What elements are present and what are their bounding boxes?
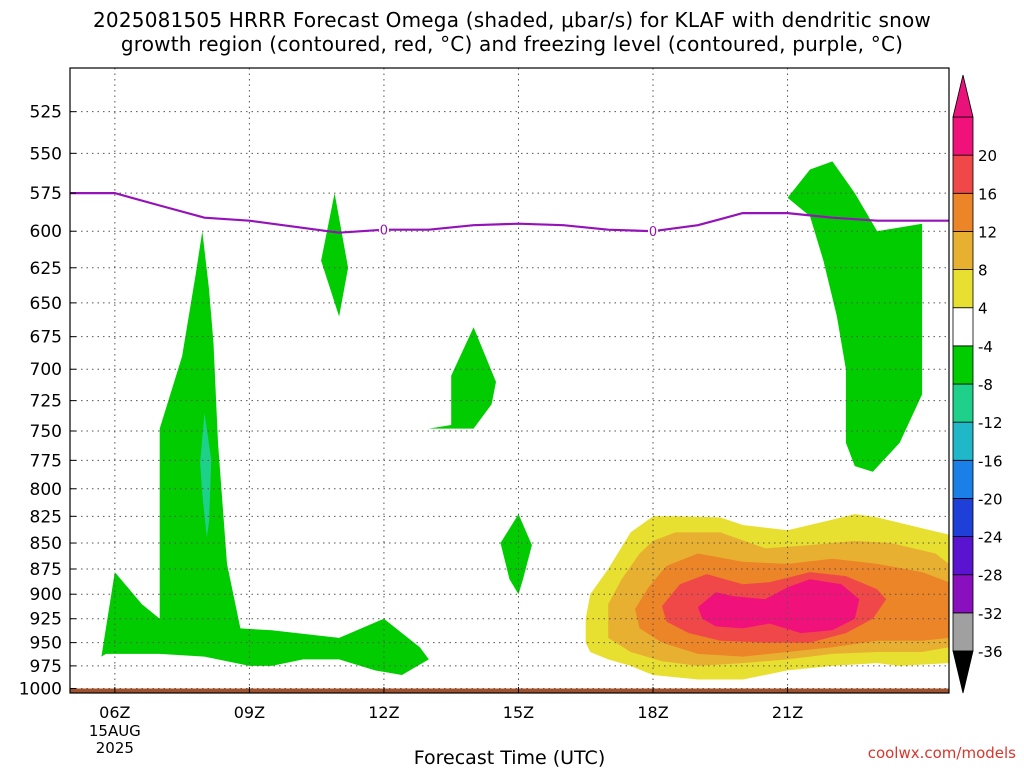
y-tick-label-525: 525 <box>30 103 62 123</box>
colorbar-swatch-6 <box>952 421 974 461</box>
y-tick-label-825: 825 <box>30 507 62 527</box>
colorbar-swatch-14 <box>952 116 974 156</box>
chart-title-line-1: 2025081505 HRRR Forecast Omega (shaded, … <box>93 8 931 32</box>
colorbar-swatch-11 <box>952 231 974 270</box>
colorbar-swatch-12 <box>952 192 974 232</box>
freezing-level-line <box>70 192 949 234</box>
y-tick-label-550: 550 <box>30 144 62 164</box>
y-tick-label-625: 625 <box>30 259 62 279</box>
colorbar-label-13: 16 <box>978 185 997 203</box>
y-tick-label-875: 875 <box>30 560 62 580</box>
colorbar-label-8: -8 <box>978 376 993 394</box>
y-tick-label-675: 675 <box>30 328 62 348</box>
x-tick-label-12Z: 12Z <box>368 703 399 722</box>
colorbar-label-7: -12 <box>978 414 1003 432</box>
freezing-level-label-bg-2 <box>648 223 659 239</box>
y-tick-label-750: 750 <box>30 422 62 442</box>
x-axis-title: Forecast Time (UTC) <box>414 747 605 768</box>
colorbar: -36 -32 -28 -24 -20 -16 -12 -8 -4 4 8 12 16 20 <box>952 74 1003 694</box>
colorbar-label-9: -4 <box>978 338 993 356</box>
y-tick-label-700: 700 <box>30 360 62 380</box>
x-tick-label-18Z: 18Z <box>637 703 668 722</box>
y-tick-label-950: 950 <box>30 634 62 654</box>
x-tick-label-21Z: 21Z <box>772 703 803 722</box>
colorbar-high-triangle <box>952 74 974 118</box>
y-tick-label-575: 575 <box>30 184 62 204</box>
colorbar-swatch-9 <box>952 307 974 347</box>
x-tick-label-06Z: 06Z <box>99 703 130 722</box>
colorbar-swatch-4 <box>952 498 974 537</box>
y-tick-label-850: 850 <box>30 534 62 554</box>
colorbar-swatch-1 <box>952 612 974 652</box>
colorbar-label-14: 20 <box>978 147 997 165</box>
omega-region-4 <box>500 514 532 595</box>
x-tick-label-09Z: 09Z <box>234 703 265 722</box>
x-date-label-2: 2025 <box>96 739 134 757</box>
y-tick-label-975: 975 <box>30 657 62 677</box>
colorbar-swatch-7 <box>952 383 974 423</box>
surface-band <box>70 688 949 693</box>
colorbar-label-6: -16 <box>978 452 1003 470</box>
chart-title-line-2: growth region (contoured, red, °C) and f… <box>120 32 904 56</box>
colorbar-label-12: 12 <box>978 223 997 241</box>
y-tick-label-925: 925 <box>30 610 62 630</box>
source-watermark: coolwx.com/models <box>867 744 1016 762</box>
colorbar-swatch-3 <box>952 536 974 576</box>
freezing-level-label-bg-1 <box>378 221 389 237</box>
freezing-level-label-2: 0 <box>649 225 657 240</box>
y-tick-label-775: 775 <box>30 451 62 471</box>
colorbar-swatch-10 <box>952 269 974 309</box>
y-tick-label-800: 800 <box>30 480 62 500</box>
y-tick-label-1000: 1000 <box>19 680 62 700</box>
colorbar-swatch-8 <box>952 345 974 385</box>
colorbar-label-4: -24 <box>978 529 1003 547</box>
colorbar-label-11: 8 <box>978 262 988 280</box>
omega-region-2 <box>321 193 349 317</box>
axes: 525 550 575 600 625 650 675 700 725 750 775 800 825 8… <box>19 67 950 768</box>
omega-region-11 <box>697 579 860 634</box>
y-tick-label-650: 650 <box>30 294 62 314</box>
y-tick-label-600: 600 <box>30 222 62 242</box>
y-tick-label-900: 900 <box>30 585 62 605</box>
omega-region-1 <box>101 231 429 675</box>
colorbar-label-3: -28 <box>978 567 1003 585</box>
y-tick-label-725: 725 <box>30 392 62 412</box>
omega-region-3 <box>428 327 496 429</box>
omega-region-5 <box>787 161 923 472</box>
plot-frame <box>69 67 950 694</box>
colorbar-label-10: 4 <box>978 300 988 318</box>
x-tick-label-15Z: 15Z <box>503 703 534 722</box>
x-date-label-1: 15AUG <box>89 722 141 740</box>
freezing-level-label-1: 0 <box>380 224 388 239</box>
colorbar-low-triangle <box>952 650 974 694</box>
colorbar-swatch-5 <box>952 459 974 499</box>
colorbar-label-2: -32 <box>978 605 1003 623</box>
omega-region-6 <box>200 412 212 538</box>
colorbar-label-1: -36 <box>978 643 1003 661</box>
colorbar-label-5: -20 <box>978 490 1003 508</box>
colorbar-swatch-13 <box>952 154 974 194</box>
colorbar-swatch-2 <box>952 574 974 614</box>
